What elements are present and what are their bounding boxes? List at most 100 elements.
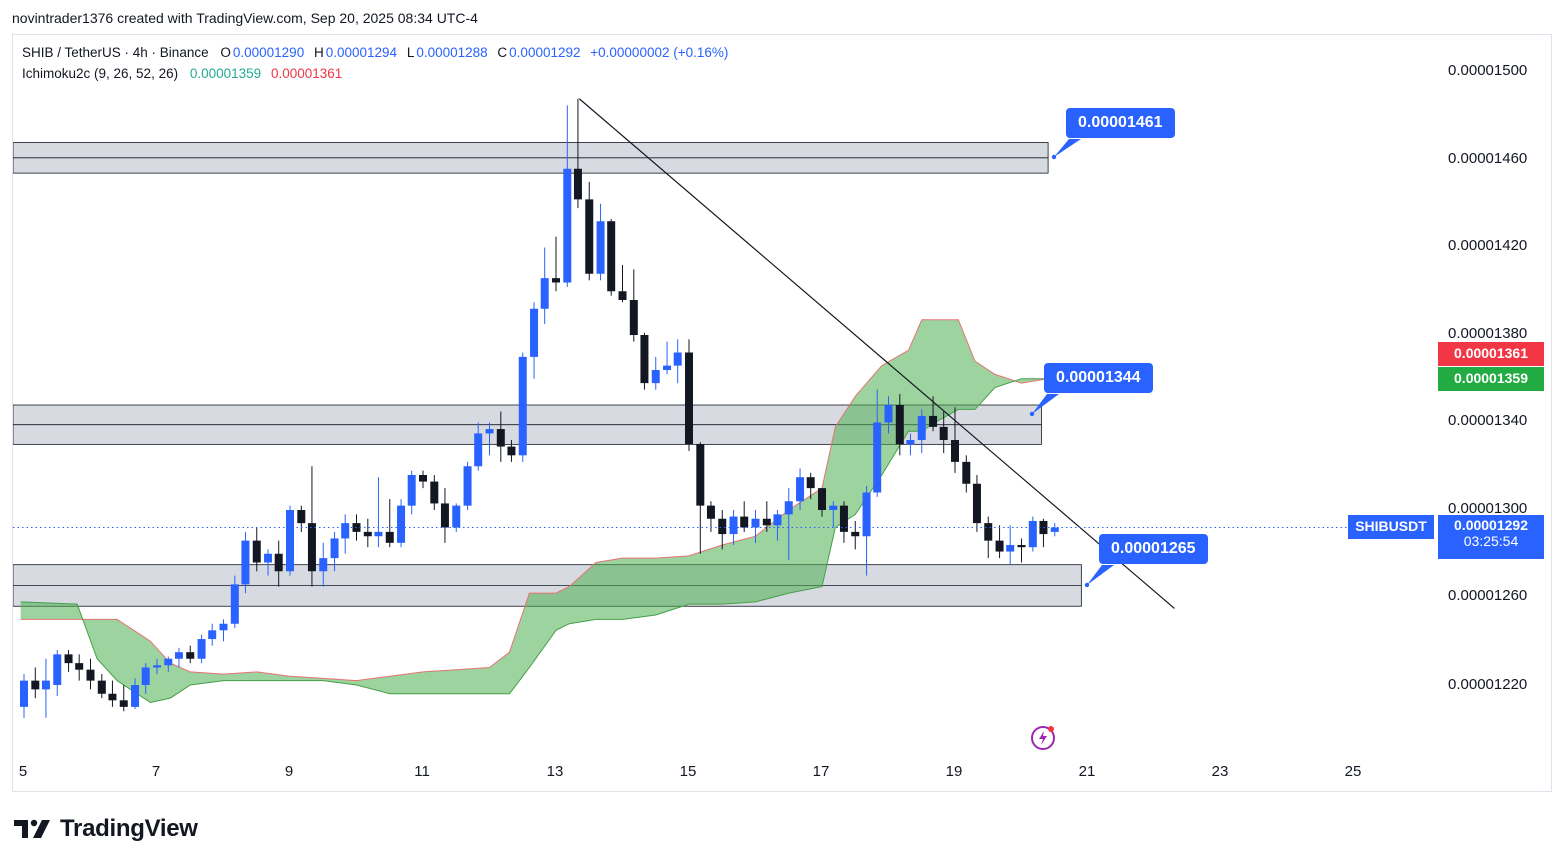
- candle-body: [363, 531, 372, 537]
- candle-body: [1028, 520, 1037, 548]
- indicator-legend[interactable]: Ichimoku2c (9, 26, 52, 26) 0.00001359 0.…: [22, 66, 344, 81]
- candle: [330, 531, 339, 572]
- trendline-layer: [578, 98, 1175, 609]
- candle-body: [485, 429, 494, 434]
- candle-body: [706, 505, 715, 519]
- candle: [53, 650, 62, 696]
- candle: [972, 475, 981, 532]
- candle-body: [164, 658, 173, 666]
- candle-body: [330, 538, 339, 559]
- callout-middle[interactable]: 0.00001344: [1044, 363, 1153, 393]
- date-axis-label: 15: [679, 763, 697, 780]
- candle-body: [618, 291, 627, 300]
- candle-body: [141, 667, 150, 685]
- candle-body: [718, 518, 727, 535]
- candle: [41, 658, 50, 718]
- candle-body: [108, 693, 117, 701]
- candle-body: [784, 501, 793, 515]
- candle: [208, 623, 217, 646]
- resistance-trendline: [578, 98, 1175, 609]
- high-label: H: [313, 45, 324, 60]
- candle: [818, 488, 826, 517]
- candle: [1017, 538, 1026, 563]
- candle-body: [696, 444, 705, 506]
- chart-header: novintrader1376 created with TradingView…: [12, 10, 478, 26]
- overlay-layer: [13, 139, 1349, 588]
- candle: [474, 422, 483, 471]
- candle-body: [397, 505, 406, 543]
- candle: [651, 356, 660, 390]
- candle: [806, 472, 815, 500]
- price-axis-label: 0.00001220: [1448, 676, 1528, 693]
- candle-body: [740, 516, 749, 528]
- tradingview-logo[interactable]: TradingView: [14, 815, 198, 843]
- candle: [374, 477, 383, 548]
- current-price-value: 0.00001292: [1454, 517, 1528, 533]
- candle: [319, 542, 328, 587]
- date-axis-label: 13: [546, 763, 564, 780]
- symbol-price-tag: SHIBUSDT: [1348, 515, 1434, 539]
- candle-body: [463, 466, 472, 506]
- candle-body: [407, 475, 416, 506]
- candle-body: [53, 654, 62, 685]
- candle-body: [385, 531, 394, 543]
- candle-body: [806, 477, 815, 489]
- candle-body: [97, 680, 106, 694]
- price-axis-label: 0.00001420: [1448, 237, 1528, 254]
- candle: [839, 501, 848, 543]
- candle-body: [186, 652, 195, 659]
- candle-body: [119, 700, 128, 707]
- candle: [862, 485, 871, 576]
- candle: [197, 634, 206, 664]
- chart-frame[interactable]: [12, 34, 1552, 792]
- candle-body: [20, 680, 28, 707]
- ichimoku-green-price-tag: 0.00001359: [1438, 367, 1544, 391]
- bar-countdown: 03:25:54: [1463, 533, 1519, 549]
- candle-body: [286, 510, 294, 572]
- candle: [540, 247, 549, 325]
- candle: [440, 488, 449, 543]
- ichimoku-red-price-tag: 0.00001361: [1438, 342, 1544, 366]
- candle: [685, 339, 693, 451]
- candle: [640, 332, 649, 390]
- candle-body: [153, 665, 161, 668]
- candle-body: [496, 429, 505, 447]
- symbol-legend[interactable]: SHIB / TetherUS · 4h · Binance O 0.000012…: [22, 45, 730, 60]
- candle-body: [507, 446, 516, 456]
- callout-top[interactable]: 0.00001461: [1066, 108, 1175, 138]
- candle: [951, 407, 959, 473]
- candle: [141, 663, 150, 694]
- candle-body: [174, 652, 183, 659]
- candle: [618, 265, 627, 303]
- candle-body: [640, 335, 649, 384]
- candle-body: [341, 523, 350, 539]
- candle-body: [1006, 545, 1015, 552]
- chart-canvas[interactable]: [13, 35, 1553, 793]
- candle: [962, 455, 971, 493]
- callout-bottom[interactable]: 0.00001265: [1099, 534, 1208, 564]
- candle: [385, 499, 394, 548]
- candle-body: [208, 630, 217, 640]
- close-value: 0.00001292: [509, 45, 581, 60]
- candle: [64, 650, 73, 672]
- brand-name: TradingView: [60, 815, 198, 842]
- indicator-value-2: 0.00001361: [270, 66, 343, 81]
- candle-body: [839, 505, 848, 532]
- candle-body: [629, 300, 638, 335]
- callout-pointer: [1032, 394, 1059, 414]
- candle-body: [197, 639, 206, 659]
- candle-body: [729, 516, 738, 535]
- callout-anchor-dot: [1051, 154, 1057, 160]
- candle: [97, 674, 106, 699]
- symbol-name[interactable]: SHIB / TetherUS · 4h · Binance: [22, 45, 209, 60]
- candle: [740, 501, 749, 532]
- callout-anchor-dot: [1029, 411, 1035, 417]
- candle: [873, 389, 882, 497]
- candle: [895, 394, 904, 456]
- indicator-name[interactable]: Ichimoku2c (9, 26, 52, 26): [22, 66, 179, 81]
- lightning-icon[interactable]: [1030, 724, 1056, 750]
- candle-body: [573, 168, 582, 200]
- price-axis-label: 0.00001260: [1448, 587, 1528, 604]
- candle: [884, 396, 893, 434]
- candle-body: [796, 477, 805, 502]
